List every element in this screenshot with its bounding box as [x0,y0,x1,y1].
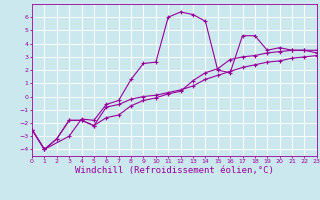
X-axis label: Windchill (Refroidissement éolien,°C): Windchill (Refroidissement éolien,°C) [75,166,274,175]
